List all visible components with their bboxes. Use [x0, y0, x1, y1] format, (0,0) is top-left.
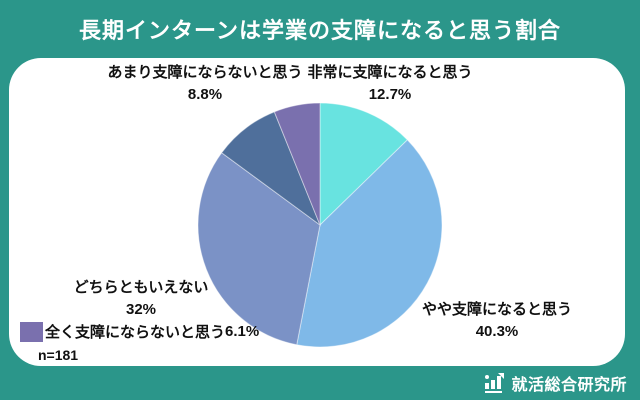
slice-label-amari: あまり支障にならないと思う 8.8% — [95, 62, 315, 106]
brand-logo-text: 就活総合研究所 — [511, 377, 627, 394]
slice-label-hijou: 非常に支障になると思う 12.7% — [300, 62, 480, 106]
sample-size: n=181 — [38, 347, 79, 363]
page-title: 長期インターンは学業の支障になると思う割合 — [79, 18, 561, 43]
slice-label-yaya: やや支障になると思う 40.3% — [408, 299, 586, 343]
legend-label: 全く支障にならないと思う — [45, 324, 226, 341]
legend-pct: 6.1% — [225, 323, 260, 340]
legend-row: 全く支障にならないと思う 6.1% — [20, 321, 259, 342]
pie-slice — [296, 139, 443, 348]
slice-label-pct: 8.8% — [187, 85, 223, 103]
slice-label-text: 非常に支障になると思う — [307, 64, 473, 81]
slice-label-text: どちらともいえない — [73, 279, 209, 296]
pie-slice — [273, 102, 321, 226]
bar-chart-growth-icon — [485, 373, 505, 393]
slice-label-dochira: どちらともいえない 32% — [52, 277, 230, 321]
slice-label-pct: 12.7% — [368, 85, 412, 103]
slice-label-text: やや支障になると思う — [421, 301, 572, 318]
legend-swatch — [20, 321, 43, 342]
pie-slice — [220, 111, 322, 227]
slice-label-pct: 32% — [125, 300, 157, 318]
pie-slice — [197, 152, 321, 346]
slice-label-text: あまり支障にならないと思う — [107, 64, 303, 81]
brand-logo: 就活総合研究所 — [484, 371, 627, 395]
pie-slice — [319, 102, 409, 227]
slice-label-pct: 40.3% — [475, 322, 519, 340]
